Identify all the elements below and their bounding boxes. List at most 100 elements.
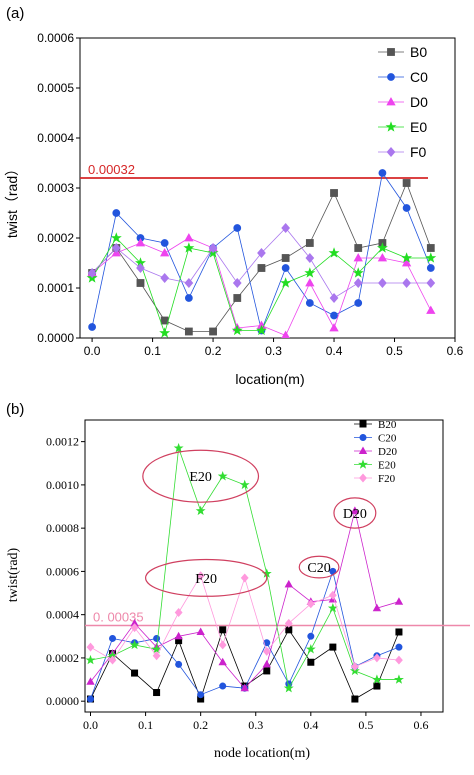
series-f20	[86, 571, 403, 672]
annotation-f20: F20	[144, 558, 268, 597]
series-b0-point	[330, 189, 338, 197]
legend-marker	[359, 433, 367, 441]
series-f0-point	[353, 278, 363, 288]
panel-a-threshold-label: 0.00032	[88, 162, 135, 177]
series-d20-point	[262, 659, 271, 668]
series-e20-point	[173, 442, 184, 453]
series-c20-point	[395, 643, 403, 651]
series-e20-point	[327, 602, 338, 613]
series-c20-point	[175, 660, 183, 668]
series-e0-point	[328, 247, 340, 258]
series-c20-point	[109, 634, 117, 642]
series-f0-point	[329, 293, 339, 303]
x-tick-label: 0.3	[265, 344, 282, 358]
series-b0-point	[402, 179, 411, 187]
y-tick-label: 0.0005	[37, 81, 74, 95]
legend-label: D0	[410, 94, 428, 110]
series-d20-point	[284, 579, 293, 588]
legend-label: C20	[378, 433, 397, 445]
annotation-label: E20	[189, 470, 212, 485]
legend-item: B20	[354, 419, 397, 431]
legend-marker	[385, 121, 397, 132]
series-c0	[88, 169, 435, 335]
series-d20-point	[372, 603, 382, 612]
series-b20-point	[395, 628, 403, 636]
series-c20-line	[90, 569, 400, 700]
series-b0-point	[233, 294, 242, 302]
series-e0-point	[110, 232, 122, 243]
series-c0-point	[88, 323, 96, 331]
series-e0-point	[352, 267, 364, 278]
series-b20-point	[329, 643, 337, 651]
series-c20-point	[263, 639, 271, 647]
series-e20-point	[129, 639, 140, 650]
series-d0-point	[353, 253, 363, 262]
series-f0-point	[305, 253, 315, 263]
series-f20-point	[130, 623, 139, 633]
series-e20-point	[195, 505, 206, 516]
legend-marker	[359, 473, 367, 483]
series-f0-point	[232, 278, 242, 288]
x-tick-label: 0.0	[83, 718, 98, 732]
series-b0-point	[184, 327, 193, 336]
series-f0	[87, 223, 436, 303]
series-e20-point	[305, 644, 316, 654]
series-d20-point	[174, 631, 183, 640]
x-tick-label: 0.1	[144, 344, 161, 358]
series-b20-point	[351, 695, 359, 703]
series-f20-point	[86, 642, 95, 652]
series-d20-point	[240, 683, 249, 692]
series-b0	[88, 179, 435, 336]
series-f0-point	[136, 263, 145, 273]
series-d20-point	[196, 627, 205, 635]
y-tick-label: 0.0012	[46, 435, 79, 449]
series-e0-point	[255, 324, 267, 336]
series-d20-point	[218, 657, 227, 666]
panel-b-plot-frame	[84, 419, 444, 713]
legend-item: D0	[378, 94, 428, 110]
series-f20-point	[372, 653, 381, 663]
series-d0-point	[377, 253, 388, 262]
legend-item: E0	[378, 119, 427, 135]
x-tick-label: 0.6	[413, 718, 428, 732]
series-f20-point	[218, 640, 227, 650]
x-tick-label: 0.3	[248, 718, 263, 732]
series-e0-point	[159, 327, 171, 338]
x-tick-label: 0.1	[138, 718, 153, 732]
x-tick-label: 0.5	[358, 718, 373, 732]
annotation-label: F20	[195, 572, 217, 587]
series-f0-point	[402, 278, 411, 288]
series-c0-point	[233, 224, 242, 232]
series-d0-point	[401, 258, 412, 267]
series-c0-point	[426, 264, 435, 272]
panel-b-chart: (b) node location(m) twist(rad) 0.0 0.1 0.…	[6, 401, 470, 761]
legend-label: C0	[410, 69, 428, 85]
panel-a-series-group	[86, 169, 437, 338]
series-f20-point	[240, 573, 249, 583]
series-e20	[85, 442, 404, 693]
panel-a-chart: (a) location(m) twist（rad） 0.0 0.1 0.2 0.3 0…	[4, 5, 464, 387]
series-e0-point	[304, 267, 316, 278]
legend-item: D20	[354, 446, 397, 458]
legend-label: F0	[410, 144, 427, 160]
series-b0-point	[257, 264, 266, 272]
panel-a-label: (a)	[6, 5, 24, 22]
series-f20-point	[306, 599, 315, 609]
series-e0	[86, 232, 437, 338]
panel-a-ticks: 0.0 0.1 0.2 0.3 0.4 0.5 0.6 0.0000 0.0001 0.0002 0…	[37, 31, 463, 358]
panel-a-x-axis-title: location(m)	[235, 371, 304, 387]
series-b0-point	[281, 254, 290, 262]
legend-label: B20	[378, 419, 397, 431]
series-d0-point	[329, 323, 339, 332]
legend-label: E20	[378, 460, 396, 472]
series-f20-point	[328, 590, 337, 600]
panel-b-y-axis-title: twist(rad)	[6, 547, 21, 602]
y-tick-label: 0.0004	[46, 608, 79, 622]
y-tick-label: 0.0006	[46, 564, 79, 578]
x-tick-label: 0.6	[447, 344, 464, 358]
series-f20-point	[350, 662, 359, 672]
series-c20-point	[197, 691, 205, 699]
series-e20-point	[283, 683, 294, 693]
y-tick-label: 0.0008	[46, 521, 79, 535]
